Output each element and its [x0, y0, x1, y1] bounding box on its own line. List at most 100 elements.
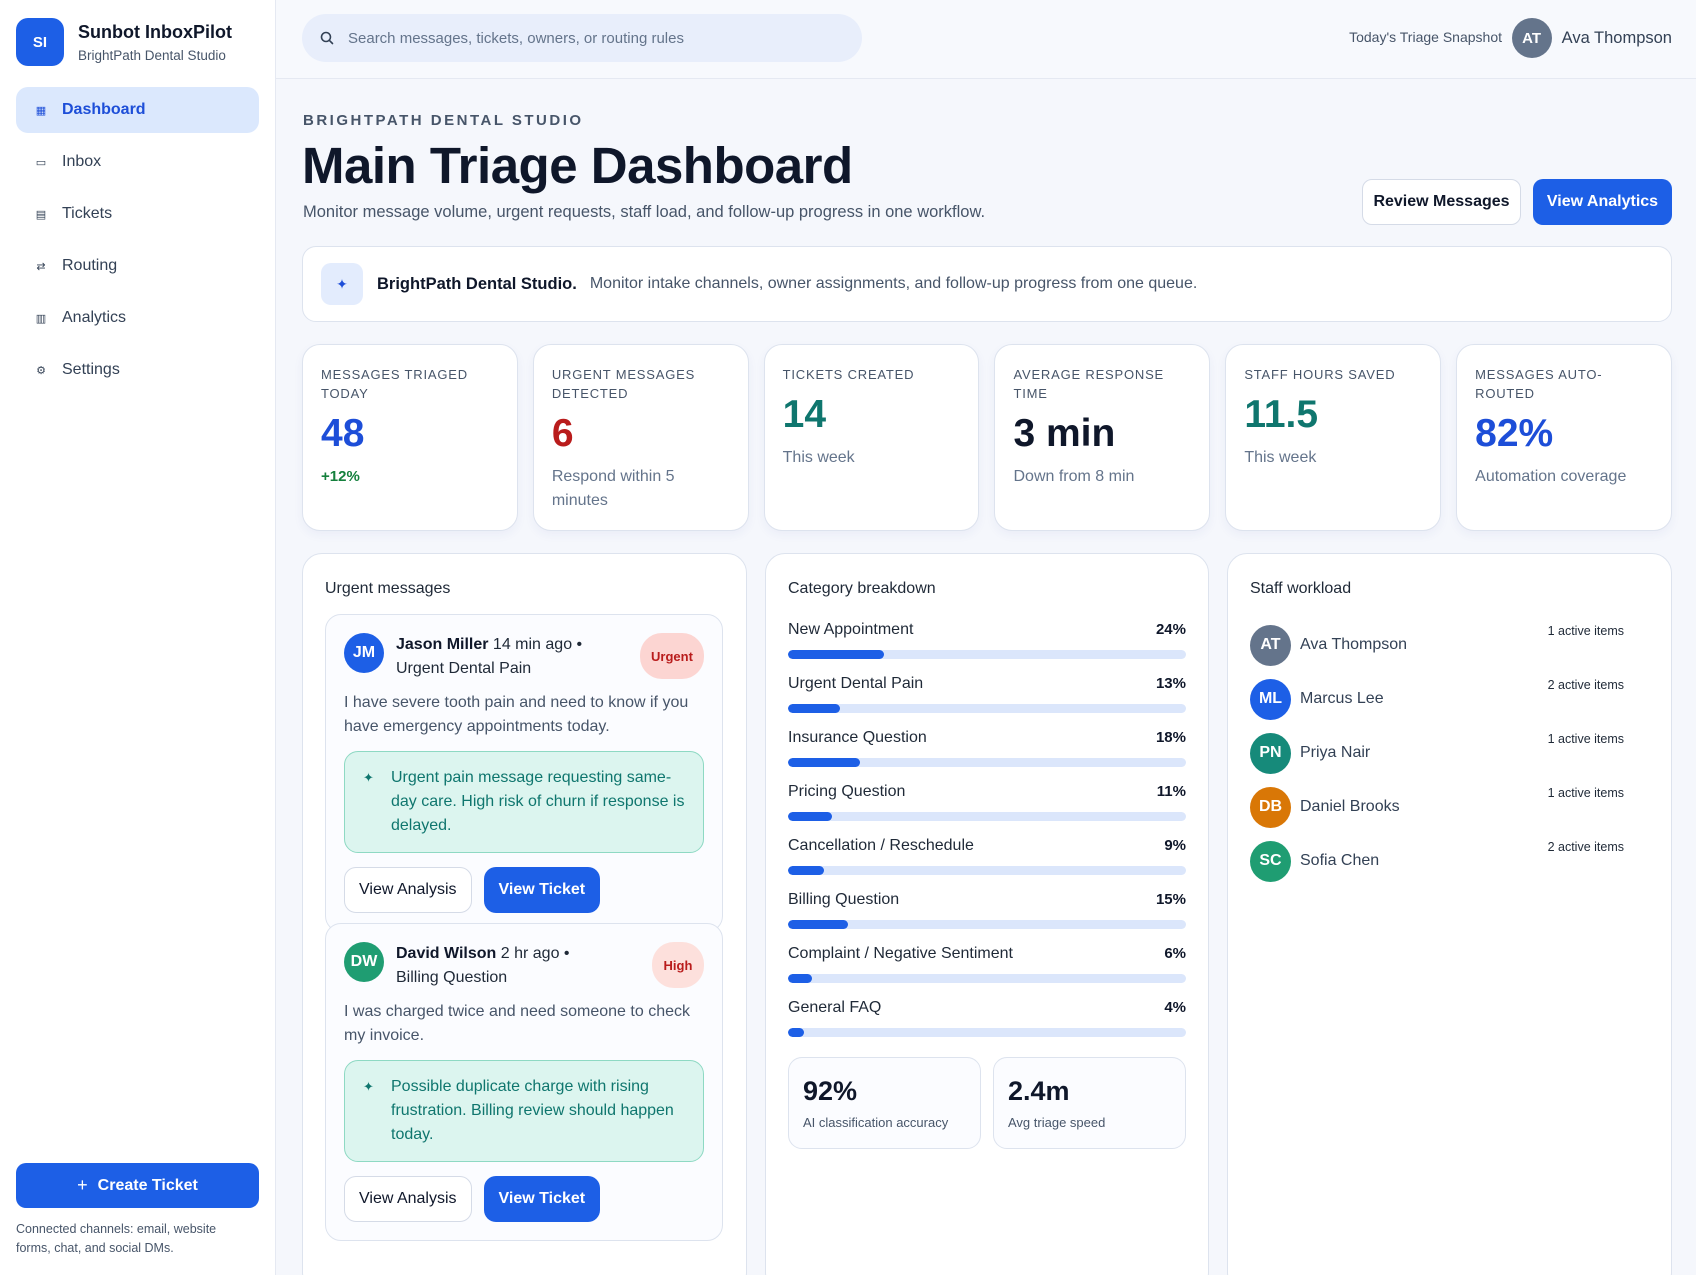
sparkle-icon: ✦: [363, 1079, 374, 1094]
message-header: JM Jason Miller 14 min ago • Urgent Denta…: [344, 633, 704, 681]
user-name: Ava Thompson: [1561, 28, 1672, 47]
triage-speed-card: 2.4m Avg triage speed: [993, 1057, 1186, 1149]
avatar: JM: [344, 633, 384, 673]
stat-card: Messages Triaged Today 48 +12%: [302, 344, 518, 531]
staff-name: Marcus Lee: [1300, 690, 1384, 707]
category-header: Urgent Dental Pain 13%: [788, 675, 1186, 693]
sidebar-nav: ▦ Dashboard ▭ Inbox ▤ Tickets ⇄ Routing ▥ Analyti…: [16, 87, 259, 399]
create-ticket-button[interactable]: + Create Ticket: [16, 1163, 259, 1208]
stat-card: Messages Auto-Routed 82% Automation covera…: [1456, 344, 1672, 531]
message-card[interactable]: JM Jason Miller 14 min ago • Urgent Denta…: [325, 614, 723, 932]
sidebar-item-dashboard[interactable]: ▦ Dashboard: [16, 87, 259, 133]
staff-list: AT Ava Thompson 1 active items ML Marcus Lee…: [1250, 618, 1648, 888]
category-header: Billing Question 15%: [788, 891, 1186, 909]
stat-note: +12%: [321, 468, 360, 485]
sidebar-item-settings[interactable]: ⚙ Settings: [16, 347, 259, 393]
priority-badge: Urgent: [640, 633, 704, 679]
category-bar-track: [788, 1028, 1186, 1037]
category-row: Cancellation / Reschedule 9%: [788, 837, 1186, 891]
org-eyebrow: BRIGHTPATH DENTAL STUDIO: [303, 112, 584, 129]
inbox-icon: ▭: [35, 156, 47, 169]
category-label: Cancellation / Reschedule: [788, 837, 974, 854]
view-ticket-button[interactable]: View Ticket: [483, 1176, 601, 1222]
category-bar-fill: [788, 866, 824, 875]
grid-icon: ▦: [35, 104, 47, 117]
category-row: Insurance Question 18%: [788, 729, 1186, 783]
sidebar-item-inbox[interactable]: ▭ Inbox: [16, 139, 259, 185]
category-header: Pricing Question 11%: [788, 783, 1186, 801]
sender-name: David Wilson: [396, 945, 497, 962]
sidebar: SI Sunbot InboxPilot BrightPath Dental S…: [0, 0, 276, 1275]
staff-row[interactable]: DB Daniel Brooks 1 active items: [1250, 780, 1648, 834]
category-percent: 9%: [1164, 837, 1186, 854]
stat-note: This week: [782, 449, 855, 466]
banner-text: Monitor intake channels, owner assignmen…: [589, 275, 1198, 292]
staff-row[interactable]: SC Sofia Chen 2 active items: [1250, 834, 1648, 888]
search-input[interactable]: [348, 29, 828, 47]
search-bar[interactable]: [302, 14, 862, 62]
avatar: SC: [1250, 840, 1291, 882]
staff-row[interactable]: ML Marcus Lee 2 active items: [1250, 672, 1648, 726]
message-actions: View Analysis View Ticket: [344, 1176, 704, 1222]
staff-workload-panel: Staff workload AT Ava Thompson 1 active it…: [1227, 553, 1672, 1275]
avatar: AT: [1511, 18, 1552, 58]
ticket-icon: ▤: [35, 208, 47, 221]
sidebar-item-analytics[interactable]: ▥ Analytics: [16, 295, 259, 341]
view-analysis-button[interactable]: View Analysis: [344, 1176, 472, 1222]
message-body: I have severe tooth pain and need to kno…: [344, 694, 689, 735]
category-percent: 15%: [1155, 891, 1186, 908]
category-row: Urgent Dental Pain 13%: [788, 675, 1186, 729]
brand[interactable]: SI Sunbot InboxPilot BrightPath Dental S…: [16, 18, 232, 66]
view-ticket-button[interactable]: View Ticket: [483, 867, 601, 913]
category-header: Insurance Question 18%: [788, 729, 1186, 747]
gear-icon: ⚙: [36, 364, 46, 377]
panel-title: Urgent messages: [325, 580, 451, 597]
brand-name: Sunbot InboxPilot: [78, 21, 232, 42]
triage-snapshot-label: Today's Triage Snapshot: [1349, 29, 1502, 45]
user-menu[interactable]: AT Ava Thompson: [1511, 18, 1672, 58]
stat-card: Tickets Created 14 This week: [763, 344, 980, 531]
priority-badge: High: [652, 942, 704, 988]
page-title: Main Triage Dashboard: [302, 137, 853, 194]
ai-insight-text: Possible duplicate charge with rising fr…: [391, 1078, 674, 1143]
bar-chart-icon: ▥: [35, 312, 47, 325]
category-bar-fill: [788, 974, 812, 983]
category-header: Complaint / Negative Sentiment 6%: [788, 945, 1186, 963]
search-icon: [320, 31, 334, 45]
ai-insight: ✦ Urgent pain message requesting same-day…: [344, 751, 704, 853]
brand-logo: SI: [16, 18, 64, 66]
category-header: Cancellation / Reschedule 9%: [788, 837, 1186, 855]
category-label: General FAQ: [788, 999, 882, 1016]
view-analysis-button[interactable]: View Analysis: [344, 867, 472, 913]
info-banner: ✦ BrightPath Dental Studio. Monitor inta…: [302, 246, 1672, 322]
avatar: ML: [1250, 678, 1291, 720]
category-bar-fill: [788, 704, 840, 713]
sidebar-item-routing[interactable]: ⇄ Routing: [16, 243, 259, 289]
stat-label: Urgent Messages Detected: [551, 367, 696, 401]
review-messages-button[interactable]: Review Messages: [1362, 179, 1521, 225]
sidebar-item-tickets[interactable]: ▤ Tickets: [16, 191, 259, 237]
stat-label: Messages Triaged Today: [321, 367, 468, 401]
staff-active-count: 1 active items: [1547, 732, 1624, 746]
staff-name: Daniel Brooks: [1300, 798, 1400, 815]
triage-speed-label: Avg triage speed: [1008, 1115, 1106, 1130]
banner-org: BrightPath Dental Studio.: [377, 274, 577, 293]
category-bar-fill: [788, 650, 884, 659]
brand-org: BrightPath Dental Studio: [78, 47, 226, 63]
message-meta: Jason Miller 14 min ago • Urgent Dental …: [396, 633, 616, 681]
category-bar-fill: [788, 812, 832, 821]
category-bar-track: [788, 812, 1186, 821]
category-percent: 24%: [1155, 621, 1186, 638]
stat-card: Average Response Time 3 min Down from 8 mi…: [994, 344, 1211, 531]
category-bar-track: [788, 974, 1186, 983]
view-analytics-button[interactable]: View Analytics: [1533, 179, 1672, 225]
category-bar-fill: [788, 758, 860, 767]
message-card[interactable]: DW David Wilson 2 hr ago • Billing Questi…: [325, 923, 723, 1241]
accuracy-value: 92%: [803, 1076, 858, 1106]
staff-row[interactable]: PN Priya Nair 1 active items: [1250, 726, 1648, 780]
category-bar-track: [788, 866, 1186, 875]
category-row: Complaint / Negative Sentiment 6%: [788, 945, 1186, 999]
category-bar-fill: [788, 1028, 804, 1037]
staff-row[interactable]: AT Ava Thompson 1 active items: [1250, 618, 1648, 672]
urgent-messages-panel: Urgent messages JM Jason Miller 14 min ag…: [302, 553, 747, 1275]
